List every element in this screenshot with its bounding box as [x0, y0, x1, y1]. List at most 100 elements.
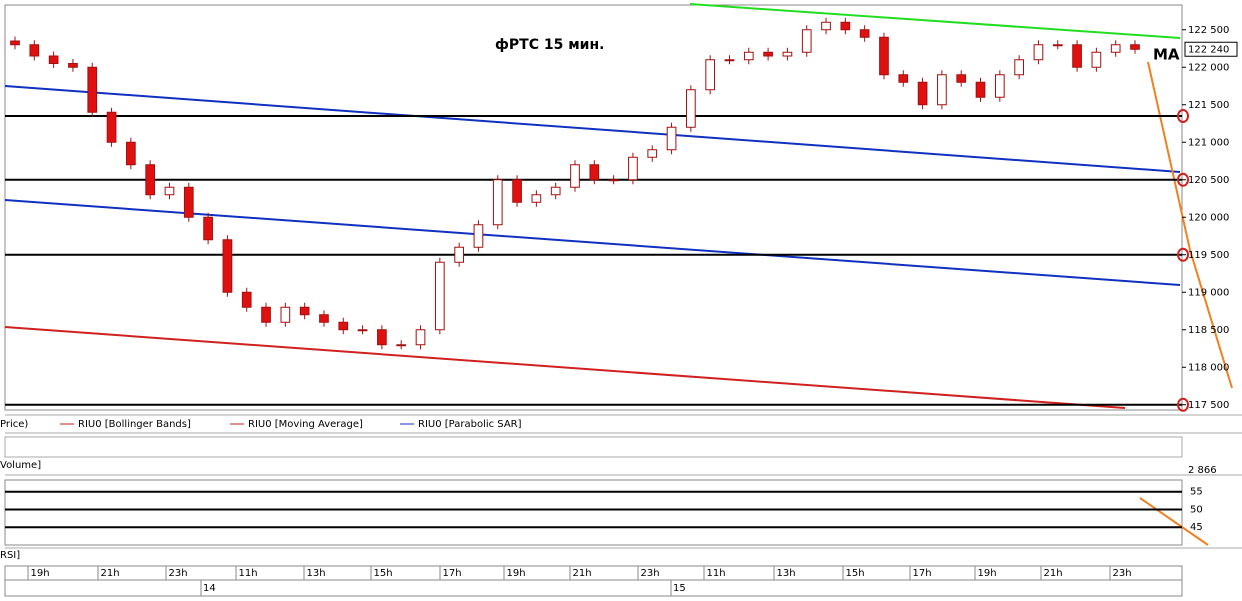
legend-entry: RIU0 [Moving Average]: [248, 419, 363, 430]
candle-body: [396, 344, 407, 347]
candle-body: [859, 29, 870, 38]
candle-body: [937, 74, 947, 106]
candle-body: [821, 21, 831, 31]
candle-body: [743, 51, 754, 61]
y-tick-label: 118 000: [1188, 362, 1229, 373]
candle-body: [280, 306, 291, 323]
rsi-tick-label: 50: [1190, 504, 1203, 515]
time-label: 19h: [506, 568, 525, 579]
candle-body: [68, 63, 78, 68]
time-label: 23h: [640, 568, 659, 579]
volume-value: 2 866: [1188, 465, 1217, 476]
candle-body: [763, 51, 773, 57]
time-label: 17h: [912, 568, 931, 579]
annotation: MA: [1153, 46, 1180, 64]
candle-body: [570, 164, 580, 188]
y-tick-label: 119 000: [1188, 287, 1229, 298]
candle-body: [10, 40, 20, 46]
time-label: 23h: [1112, 568, 1131, 579]
y-tick-label: 122 000: [1188, 62, 1229, 73]
time-label: 15h: [845, 568, 864, 579]
candle-body: [512, 179, 522, 203]
rsi-label: RSI]: [0, 550, 20, 561]
y-tick-label: 121 500: [1188, 100, 1229, 111]
candle-body: [473, 224, 484, 248]
trend-line: [4, 326, 1126, 409]
legend-entry: RIU0 [Bollinger Bands]: [78, 419, 191, 430]
candle-body: [608, 179, 619, 182]
level-marker: [1177, 247, 1189, 262]
trend-line: [4, 85, 1181, 173]
rsi-tick-label: 45: [1190, 522, 1203, 533]
candle-body: [531, 194, 542, 203]
y-tick-label: 117 500: [1188, 400, 1229, 411]
chart-title: фРТС 15 мин.: [495, 37, 604, 53]
rsi-tick-label: 55: [1190, 487, 1203, 498]
time-label: 21h: [1043, 568, 1062, 579]
candle-body: [164, 186, 175, 196]
candle-body: [647, 149, 658, 158]
level-marker: [1177, 172, 1189, 187]
candle-body: [29, 44, 40, 57]
time-label: 21h: [572, 568, 591, 579]
candle-body: [801, 29, 812, 53]
time-label: 13h: [306, 568, 325, 579]
candle-body: [319, 314, 329, 323]
candle-body: [589, 164, 600, 181]
legend-entry: RIU0 [Parabolic SAR]: [418, 419, 522, 430]
candle-body: [1072, 44, 1082, 68]
time-label: 17h: [442, 568, 461, 579]
volume-frame: [4, 436, 1183, 458]
candle-body: [840, 21, 851, 31]
y-tick-label: 122 500: [1188, 25, 1229, 36]
candle-body: [183, 186, 194, 218]
candle-body: [956, 74, 967, 83]
candle-body: [705, 59, 716, 91]
time-axis-frame: [4, 565, 1183, 597]
legend-entry: Price): [0, 419, 28, 430]
candle-body: [338, 321, 349, 331]
candle-body: [357, 329, 368, 332]
candle-body: [724, 59, 735, 62]
candle-body: [975, 81, 986, 98]
candle-body: [106, 111, 117, 143]
rsi-frame: [4, 479, 1183, 546]
candle-body: [261, 306, 271, 323]
forecast-arrow: [1139, 497, 1209, 546]
last-price-label: 122 240: [1188, 44, 1229, 55]
y-tick-label: 119 500: [1188, 250, 1229, 261]
candle-body: [222, 239, 233, 293]
candle-body: [48, 55, 59, 64]
candle-body: [377, 329, 387, 346]
candle-body: [782, 51, 793, 57]
candle-body: [1130, 44, 1140, 50]
date-label: 15: [673, 583, 686, 594]
candle-body: [126, 141, 136, 166]
candle-body: [241, 291, 252, 308]
candle-body: [1052, 44, 1063, 47]
time-label: 11h: [238, 568, 257, 579]
time-label: 23h: [168, 568, 187, 579]
time-label: 19h: [977, 568, 996, 579]
level-marker: [1177, 397, 1189, 412]
y-tick-label: 118 500: [1188, 325, 1229, 336]
plot-frame: [4, 4, 1183, 411]
candle-body: [454, 246, 464, 263]
trend-line: [4, 199, 1181, 286]
candle-body: [898, 74, 909, 83]
candle-body: [1033, 44, 1044, 61]
candle-body: [145, 164, 156, 196]
y-tick-label: 121 000: [1188, 137, 1229, 148]
time-label: 15h: [373, 568, 392, 579]
last-price-box: [1184, 41, 1238, 57]
candle-body: [415, 329, 426, 346]
candle-body: [87, 66, 98, 113]
time-label: 11h: [706, 568, 725, 579]
candle-body: [879, 36, 889, 76]
y-tick-label: 120 500: [1188, 175, 1229, 186]
y-tick-label: 120 000: [1188, 212, 1229, 223]
time-label: 19h: [30, 568, 49, 579]
time-label: 13h: [776, 568, 795, 579]
